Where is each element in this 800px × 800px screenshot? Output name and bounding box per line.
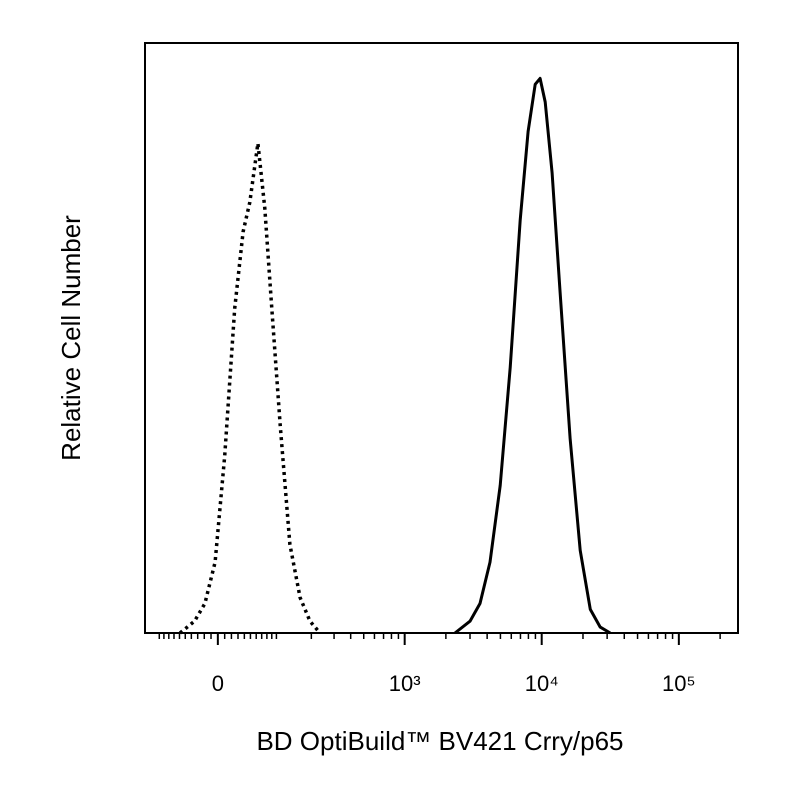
x-axis-label: BD OptiBuild™ BV421 Crry/p65 (256, 726, 623, 756)
x-tick-label: 10⁵ (662, 671, 696, 696)
x-tick-label: 10³ (389, 671, 421, 696)
x-tick-label: 10⁴ (525, 671, 559, 696)
histogram-curve (454, 76, 611, 635)
x-tick-label: 0 (212, 671, 224, 696)
y-axis-label: Relative Cell Number (56, 215, 86, 461)
histogram-curve (178, 141, 322, 635)
plot-frame (144, 42, 739, 634)
